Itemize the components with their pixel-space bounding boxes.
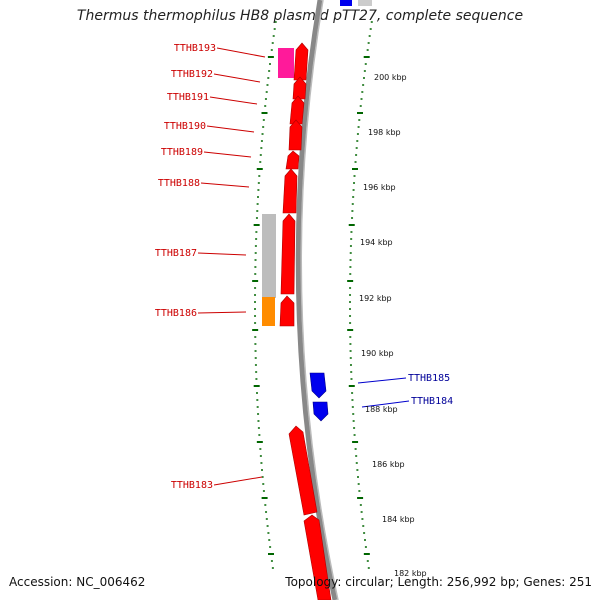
cds-forward-track: [279, 42, 332, 600]
outer-tick-ring: [347, 21, 373, 569]
kbp-label-186: 186 kbp: [372, 460, 405, 469]
leader-tthb183: [213, 476, 263, 486]
plasmid-backbone-shadow: [300, 0, 339, 600]
cds-tthb190[interactable]: [288, 119, 303, 151]
map-title: Thermus thermophilus HB8 plasmid pTT27, …: [76, 8, 524, 24]
highlight-grey: [262, 214, 276, 298]
cds-tthb193[interactable]: [293, 42, 309, 81]
cds-tthb184[interactable]: [312, 401, 329, 422]
label-tthb188[interactable]: TTHB188: [158, 178, 200, 189]
cds-tthb189[interactable]: [285, 150, 300, 170]
leader-tthb188: [200, 182, 250, 188]
label-tthb193[interactable]: TTHB193: [174, 43, 216, 54]
cds-tthb192[interactable]: [292, 76, 307, 100]
kbp-label-200: 200 kbp: [374, 73, 407, 82]
reverse-label-leaders: [357, 377, 410, 408]
topology-text: Topology: circular; Length: 256,992 bp; …: [285, 575, 592, 589]
inner-tick-ring: [252, 21, 277, 569]
leader-tthb192: [213, 73, 261, 83]
cds-tthb187[interactable]: [280, 213, 296, 295]
label-tthb189[interactable]: TTHB189: [161, 147, 203, 158]
kbp-label-194: 194 kbp: [360, 238, 393, 247]
cds-tthb185[interactable]: [309, 372, 327, 399]
forward-label-leaders: [197, 47, 266, 486]
label-tthb183[interactable]: TTHB183: [171, 480, 213, 491]
label-tthb186[interactable]: TTHB186: [155, 308, 197, 319]
leader-tthb187: [197, 252, 247, 256]
kbp-label-190: 190 kbp: [361, 349, 394, 358]
position-labels: 200 kbp 198 kbp 196 kbp 194 kbp 192 kbp …: [359, 73, 427, 578]
label-tthb190[interactable]: TTHB190: [164, 121, 206, 132]
leader-tthb185: [357, 377, 407, 384]
label-tthb185[interactable]: TTHB185: [408, 373, 450, 384]
cds-tthb183-a[interactable]: [288, 425, 318, 516]
kbp-label-198: 198 kbp: [368, 128, 401, 137]
leader-tthb189: [203, 151, 252, 158]
top-grey-feature: [358, 0, 372, 6]
highlight-pink: [278, 48, 294, 78]
highlight-orange: [262, 297, 275, 326]
kbp-label-184: 184 kbp: [382, 515, 415, 524]
kbp-label-182: 182 kbp: [394, 569, 427, 578]
leader-tthb190: [206, 125, 255, 133]
cds-tthb191[interactable]: [289, 95, 305, 125]
forward-gene-labels: TTHB193 TTHB192 TTHB191 TTHB190 TTHB189 …: [155, 43, 216, 491]
cds-tthb186[interactable]: [279, 295, 295, 327]
leader-tthb191: [209, 96, 258, 105]
cds-tthb183-b[interactable]: [303, 514, 332, 600]
cds-reverse-track: [309, 372, 329, 422]
label-tthb184[interactable]: TTHB184: [411, 396, 453, 407]
leader-tthb184: [361, 400, 410, 408]
label-tthb192[interactable]: TTHB192: [171, 69, 213, 80]
kbp-label-192: 192 kbp: [359, 294, 392, 303]
accession-text: Accession: NC_006462: [9, 575, 146, 589]
kbp-label-188: 188 kbp: [365, 405, 398, 414]
label-tthb191[interactable]: TTHB191: [167, 92, 209, 103]
leader-tthb193: [216, 47, 266, 58]
reverse-gene-labels: TTHB185 TTHB184: [408, 373, 453, 407]
cds-tthb188[interactable]: [282, 168, 298, 214]
leader-tthb186: [197, 311, 247, 314]
label-tthb187[interactable]: TTHB187: [155, 248, 197, 259]
plasmid-backbone: [295, 0, 338, 600]
top-blue-feature: [340, 0, 352, 6]
kbp-label-196: 196 kbp: [363, 183, 396, 192]
